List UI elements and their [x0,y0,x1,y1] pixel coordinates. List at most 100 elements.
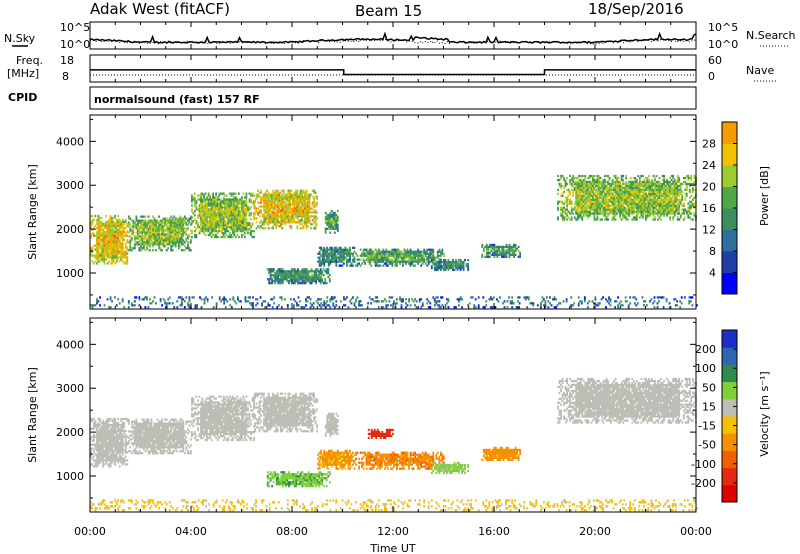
heatmap-cell [227,214,230,217]
heatmap-cell [321,248,324,251]
heatmap-cell [318,250,321,253]
heatmap-cell [215,204,218,207]
heatmap-cell [567,216,570,219]
heatmap-cell [216,208,219,211]
heatmap-cell [567,202,570,205]
heatmap-cell [632,212,635,215]
heatmap-cell [584,198,587,201]
heatmap-cell [179,237,182,240]
heatmap-cell [655,208,658,211]
heatmap-cell [604,206,606,209]
heatmap-cell [174,223,177,226]
heatmap-cell [213,228,216,231]
heatmap-cell [197,226,199,229]
heatmap-cell [327,225,330,228]
heatmap-cell [620,184,623,188]
heatmap-cell [179,223,182,226]
heatmap-cell [619,188,622,191]
heatmap-cell [608,200,611,203]
heatmap-cell [143,235,145,238]
heatmap-cell [570,188,573,191]
heatmap-cell [168,235,171,238]
heatmap-cell [106,232,109,235]
heatmap-cell [501,247,503,251]
heatmap-cell [661,208,664,211]
heatmap-cell [456,268,459,272]
heatmap-cell [374,260,377,263]
heatmap-cell [557,208,559,211]
heatmap-cell [412,256,415,259]
heatmap-cell [135,215,138,218]
heatmap-cell [663,212,666,215]
heatmap-cell [210,235,213,239]
heatmap-cell [341,254,344,257]
heatmap-cell [666,208,669,211]
heatmap-cell [267,227,270,230]
heatmap-cell [278,211,281,214]
heatmap-cell [511,247,514,251]
heatmap-cell [109,244,112,247]
heatmap-cell [225,198,228,201]
heatmap-cell [598,206,600,209]
heatmap-cell [158,227,161,230]
heatmap-cell [150,229,153,232]
heatmap-cell [222,212,225,215]
heatmap-cell [412,260,415,263]
heatmap-cell [187,243,189,246]
heatmap-cell [601,200,603,203]
heatmap-cell [352,264,354,267]
heatmap-cell [429,252,432,255]
heatmap-cell [111,226,114,229]
heatmap-cell [213,233,216,237]
heatmap-cell [118,256,121,259]
heatmap-cell [212,204,215,207]
heatmap-cell [622,214,625,217]
heatmap-cell [292,211,294,214]
heatmap-cell [224,194,227,197]
heatmap-cell [327,219,330,222]
heatmap-cell [159,233,162,236]
heatmap-cell [391,254,394,257]
heatmap-cell [607,218,609,221]
heatmap-cell [231,216,234,219]
heatmap-cell [233,192,236,195]
heatmap-cell [227,202,230,205]
heatmap-cell [277,270,280,273]
heatmap-cell [654,212,656,215]
heatmap-cell [673,206,676,209]
heatmap-cell [605,190,608,193]
heatmap-cell [159,247,162,250]
heatmap-cell [617,190,620,193]
heatmap-cell [617,182,620,186]
heatmap-cell [96,242,98,245]
heatmap-cell [210,218,213,221]
heatmap-cell [140,247,142,250]
heatmap-cell [279,191,282,194]
heatmap-cell [335,217,338,220]
heatmap-cell [607,182,609,186]
heatmap-cell [436,268,439,272]
heatmap-cell [394,264,397,267]
heatmap-cell [233,220,236,223]
heatmap-cell [261,223,264,226]
heatmap-cell [102,240,104,243]
heatmap-cell [278,197,281,200]
heatmap-cell [341,260,344,263]
heatmap-cell [144,233,147,236]
heatmap-cell [239,214,242,217]
heatmap-cell [311,223,314,226]
heatmap-cell [640,204,643,207]
heatmap-cell [663,202,666,205]
heatmap-cell [219,230,222,233]
heatmap-cell [390,260,392,263]
heatmap-cell [601,186,603,190]
heatmap-cell [225,230,228,233]
heatmap-cell [584,206,587,209]
heatmap-cell [379,256,382,259]
heatmap-cell [666,202,669,205]
heatmap-cell [406,252,409,255]
heatmap-cell [311,189,314,192]
heatmap-cell [94,248,97,251]
heatmap-cell [236,200,239,203]
heatmap-cell [676,198,679,201]
